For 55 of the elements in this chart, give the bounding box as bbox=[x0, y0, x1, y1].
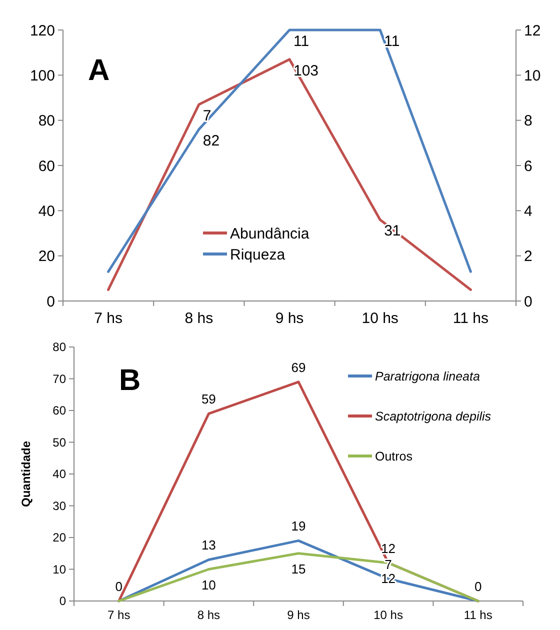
y2-tick-label: 2 bbox=[524, 248, 532, 266]
legend-label: Scaptotrigona depilis bbox=[375, 409, 492, 424]
legend-label: Outros bbox=[375, 449, 413, 464]
legend-label: Abundância bbox=[230, 225, 310, 242]
y2-tick-label: 4 bbox=[524, 202, 532, 220]
y-tick-label: 70 bbox=[52, 372, 66, 386]
line-series bbox=[118, 552, 480, 602]
y2-tick-label: 12 bbox=[524, 22, 541, 40]
data-label: 13 bbox=[201, 538, 216, 553]
data-label: 19 bbox=[291, 518, 306, 534]
y-tick-label: 20 bbox=[52, 530, 66, 545]
y-tick-label: 60 bbox=[52, 404, 66, 418]
y-tick-label: 80 bbox=[38, 112, 55, 130]
x-tick-label: 10 hs bbox=[374, 608, 403, 622]
x-tick-label: 11 hs bbox=[464, 608, 492, 622]
data-label: 10 bbox=[201, 577, 216, 592]
line-series bbox=[107, 58, 472, 291]
y2-tick-label: 8 bbox=[524, 112, 532, 130]
y2-tick-label: 6 bbox=[524, 158, 532, 175]
y2-tick-label: 0 bbox=[524, 293, 532, 310]
y-tick-label: 80 bbox=[52, 340, 66, 354]
y-tick-label: 40 bbox=[52, 467, 66, 482]
x-tick-label: 8 hs bbox=[197, 608, 220, 622]
data-label: 69 bbox=[291, 360, 306, 375]
annotation: 82 bbox=[202, 132, 220, 150]
legend-label: Paratrigona lineata bbox=[375, 369, 480, 384]
x-tick-label: 8 hs bbox=[184, 310, 214, 327]
x-tick-label: 11 hs bbox=[452, 310, 488, 327]
x-tick-label: 9 hs bbox=[287, 608, 310, 622]
y-tick-label: 20 bbox=[38, 248, 55, 266]
x-tick-label: 9 hs bbox=[275, 310, 304, 327]
data-label: 59 bbox=[201, 392, 216, 407]
y-tick-label: 120 bbox=[30, 22, 55, 40]
annotation: 11 bbox=[294, 33, 310, 50]
y-tick-label: 0 bbox=[59, 594, 66, 608]
data-label: 0 bbox=[474, 579, 482, 594]
x-tick-label: 7 hs bbox=[108, 608, 130, 622]
data-label: 12 bbox=[381, 540, 396, 556]
y-tick-label: 10 bbox=[52, 562, 66, 576]
legend-label: Riqueza bbox=[230, 246, 286, 264]
annotation: 11 bbox=[384, 33, 400, 50]
y-tick-label: 40 bbox=[38, 202, 55, 220]
data-label: 0 bbox=[115, 579, 123, 594]
text: B bbox=[119, 364, 141, 397]
y-axis-title: Quantidade bbox=[19, 440, 33, 508]
x-tick-label: 10 hs bbox=[362, 310, 398, 327]
data-label: 15 bbox=[291, 561, 306, 576]
y-tick-label: 100 bbox=[30, 67, 55, 84]
y-tick-label: 30 bbox=[52, 498, 66, 513]
y2-tick-label: 10 bbox=[524, 67, 541, 84]
x-tick-label: 7 hs bbox=[94, 310, 122, 327]
y-tick-label: 60 bbox=[38, 158, 55, 175]
text: A bbox=[88, 54, 110, 87]
y-tick-label: 0 bbox=[46, 293, 55, 310]
y-tick-label: 50 bbox=[52, 435, 66, 450]
